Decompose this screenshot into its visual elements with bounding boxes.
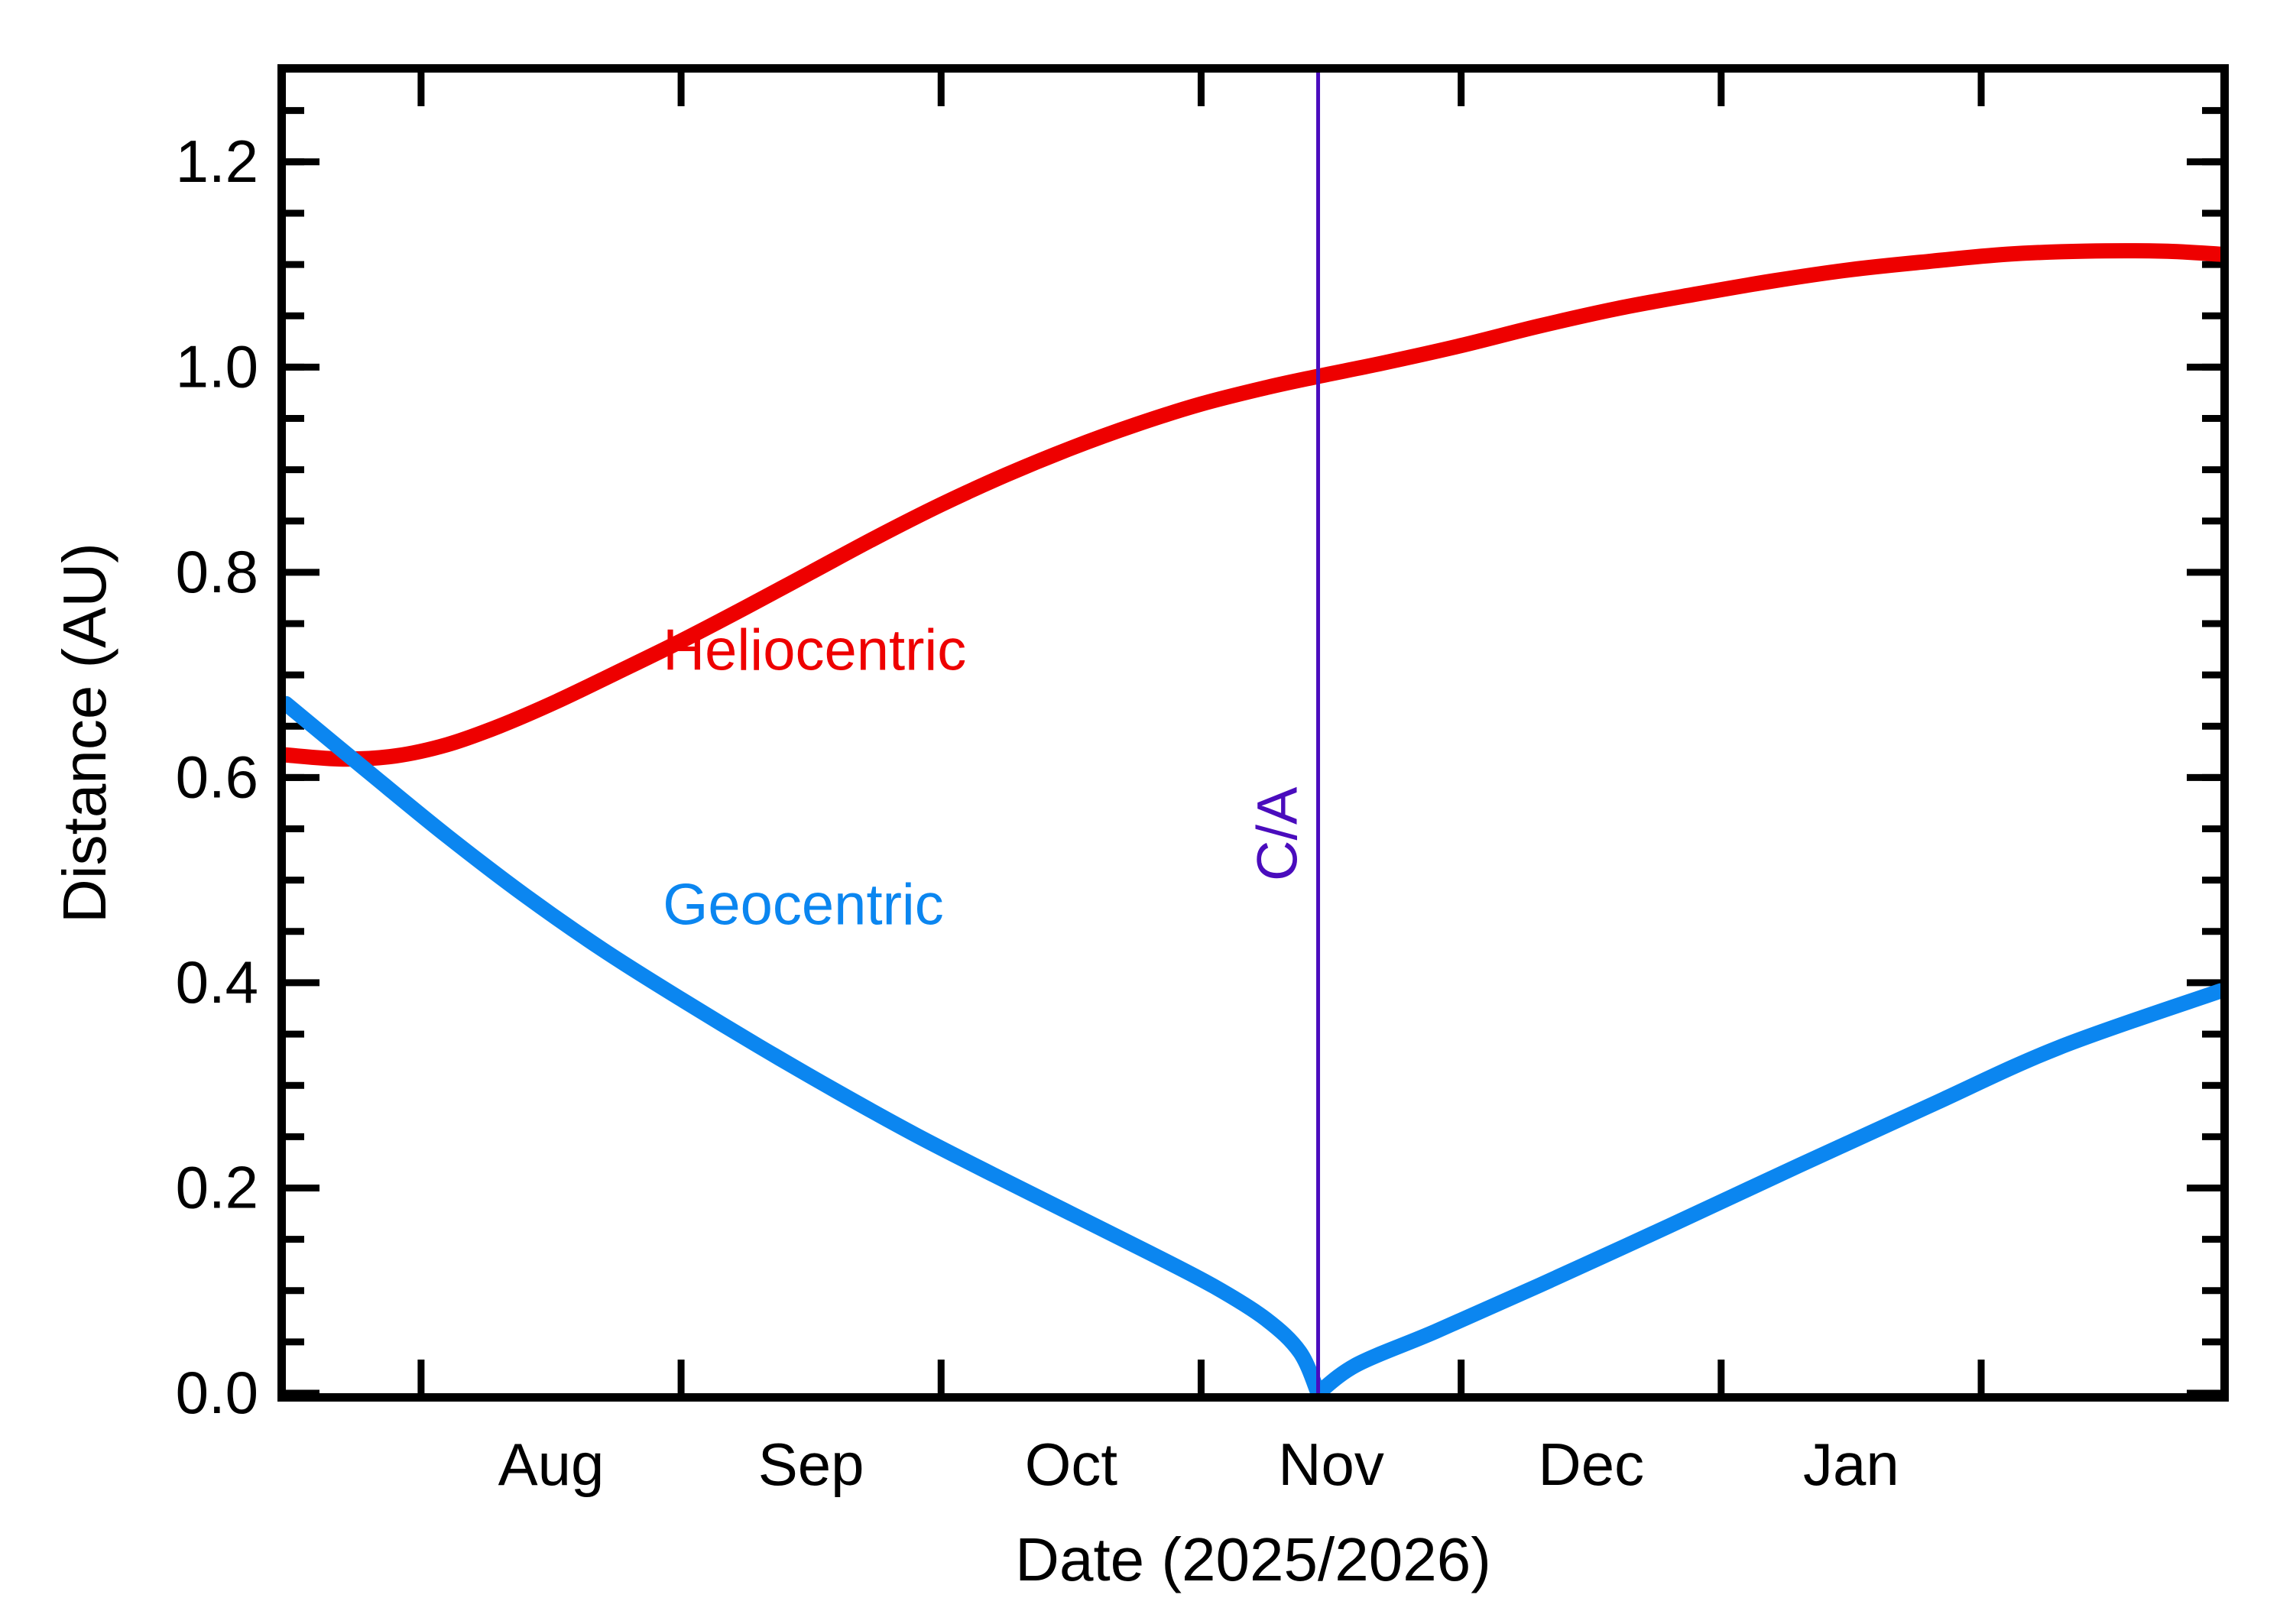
y-tick-label: 1.0 [176,332,258,400]
y-tick-label: 0.4 [176,948,258,1016]
series-layer [286,243,2220,1393]
x-tick-label: Oct [1025,1431,1118,1498]
x-tick-label: Dec [1538,1431,1644,1498]
y-axis-title: Distance (AU) [50,543,118,923]
y-tick-label: 0.8 [176,538,258,605]
x-axis-title: Date (2025/2026) [1015,1525,1491,1593]
x-tick-label: Jan [1803,1431,1899,1498]
y-tick-label: 0.0 [176,1359,258,1426]
series-line-geocentric [286,695,2220,1393]
axes-layer [277,64,2229,1402]
y-tick-label: 0.6 [176,743,258,810]
label-layer: 0.0 0.2 0.4 0.6 0.8 1.0 1.2 Aug Sep Oct Nov Dec Jan D… [50,128,1899,1593]
series-label-heliocentric: Heliocentric [663,618,966,682]
series-label-geocentric: Geocentric [663,872,944,937]
x-tick-label: Sep [758,1431,864,1498]
axis-frame [277,64,2229,1402]
annotation-layer: C/A [1246,73,1321,1393]
series-line-heliocentric [286,243,2220,767]
x-tick-label: Nov [1278,1431,1384,1498]
y-tick-label: 0.2 [176,1153,258,1220]
closest-approach-label: C/A [1246,786,1309,881]
y-tick-label: 1.2 [176,128,258,195]
x-tick-label: Aug [498,1431,605,1498]
